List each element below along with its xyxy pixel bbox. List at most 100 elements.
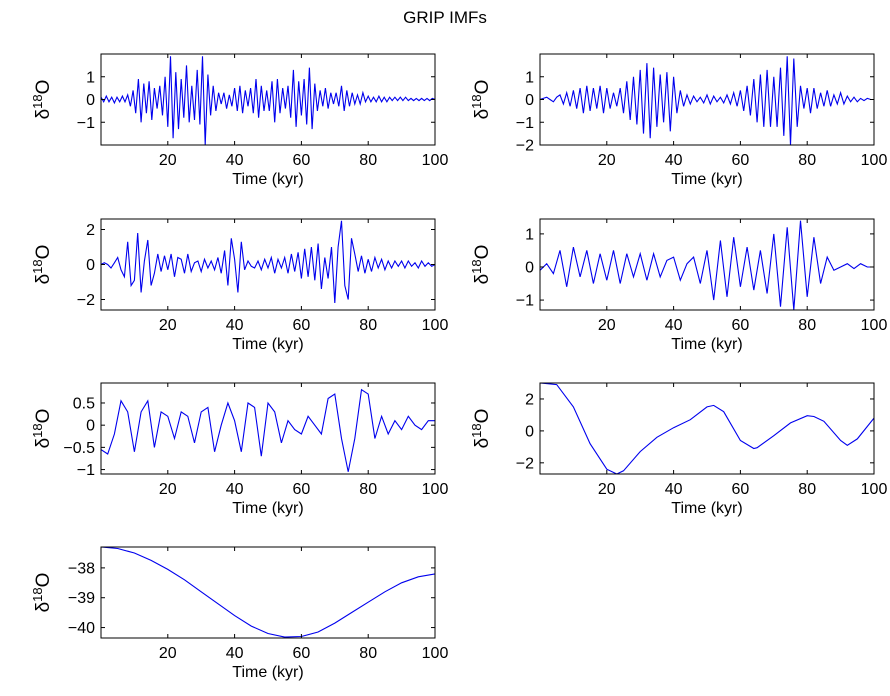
- x-tick-label: 20: [159, 317, 177, 334]
- x-tick-label: 80: [798, 152, 816, 169]
- subplot-5: 20 40 60 80 100 −1 −0.5 0 0.5 Time (kyr) δ18O: [30, 382, 449, 517]
- y-axis-label: δ18O: [469, 409, 493, 449]
- y-label-sup: 18: [30, 94, 45, 108]
- y-axis-label: δ18O: [30, 409, 54, 449]
- y-label-sup: 18: [30, 259, 45, 273]
- y-tick-label: −2: [77, 292, 95, 309]
- y-tick-label: −0.5: [63, 440, 95, 457]
- figure-title: GRIP IMFs: [403, 8, 487, 27]
- x-tick-label: 60: [293, 317, 311, 334]
- x-tick-label: 40: [665, 152, 683, 169]
- x-axis-label: Time (kyr): [671, 171, 742, 188]
- y-tick-label: −1: [77, 462, 95, 479]
- x-tick-label: 40: [665, 317, 683, 334]
- x-tick-label: 20: [598, 481, 616, 498]
- y-label-sup: 18: [469, 94, 484, 108]
- x-axis-label: Time (kyr): [232, 500, 303, 517]
- y-label-base: δ: [472, 274, 493, 285]
- y-label-sup: 18: [469, 259, 484, 273]
- y-axis-label: δ18O: [30, 80, 54, 120]
- y-label-tail: O: [33, 573, 54, 588]
- subplot-3: 20 40 60 80 100 −2 0 2 Time (kyr) δ18O: [30, 218, 448, 353]
- plot-area: [101, 383, 435, 474]
- y-tick-label: 1: [525, 69, 534, 86]
- y-label-base: δ: [472, 109, 493, 120]
- y-label-tail: O: [33, 409, 54, 424]
- x-tick-label: 80: [798, 481, 816, 498]
- y-label-tail: O: [33, 80, 54, 95]
- series-line: [101, 547, 435, 638]
- x-tick-label: 60: [293, 152, 311, 169]
- y-tick-label: −40: [68, 620, 95, 637]
- x-tick-label: 80: [359, 481, 377, 498]
- x-tick-label: 60: [293, 481, 311, 498]
- x-axis-label: Time (kyr): [671, 336, 742, 353]
- x-tick-label: 60: [732, 317, 750, 334]
- y-axis-label: δ18O: [469, 80, 493, 120]
- x-tick-label: 100: [422, 481, 449, 498]
- y-label-tail: O: [33, 245, 54, 260]
- y-tick-label: −39: [68, 590, 95, 607]
- x-tick-label: 60: [732, 481, 750, 498]
- x-axis-label: Time (kyr): [232, 664, 303, 681]
- x-tick-label: 40: [226, 481, 244, 498]
- y-tick-label: 2: [525, 391, 534, 408]
- y-tick-label: 1: [525, 226, 534, 243]
- y-tick-label: −2: [516, 138, 534, 155]
- x-tick-label: 80: [359, 645, 377, 662]
- y-label-tail: O: [472, 80, 493, 95]
- subplot-7: 20 40 60 80 100 −40 −39 −38 Time (kyr) δ18O: [30, 546, 449, 681]
- series-line: [540, 383, 874, 474]
- y-tick-label: −2: [516, 455, 534, 472]
- y-label-base: δ: [33, 109, 54, 120]
- y-tick-label: 0: [86, 418, 95, 435]
- y-tick-label: 0: [86, 257, 95, 274]
- x-tick-label: 20: [598, 317, 616, 334]
- y-tick-label: 0.5: [73, 395, 95, 412]
- series-line: [101, 56, 435, 145]
- x-tick-label: 80: [359, 317, 377, 334]
- series-line: [540, 220, 874, 310]
- x-tick-label: 100: [861, 481, 888, 498]
- x-tick-label: 20: [159, 481, 177, 498]
- x-tick-label: 60: [293, 645, 311, 662]
- y-label-base: δ: [33, 602, 54, 613]
- subplot-6: 20 40 60 80 100 −2 0 2 Time (kyr) δ18O: [469, 382, 888, 517]
- axes-frame: [100, 546, 436, 639]
- y-label-sup: 18: [469, 423, 484, 437]
- y-label-base: δ: [472, 438, 493, 449]
- y-label-sup: 18: [30, 587, 45, 601]
- x-tick-label: 100: [861, 152, 888, 169]
- x-tick-label: 40: [226, 645, 244, 662]
- y-tick-label: 0: [525, 92, 534, 109]
- y-tick-label: −1: [516, 293, 534, 310]
- subplot-2: 20 40 60 80 100 −2 −1 0 1 Time (kyr) δ18O: [469, 53, 888, 188]
- plot-area: [101, 547, 435, 638]
- y-tick-label: −1: [516, 115, 534, 132]
- x-tick-label: 20: [598, 152, 616, 169]
- axes-frame: [100, 382, 436, 475]
- series-line: [101, 388, 435, 472]
- x-tick-label: 100: [422, 152, 449, 169]
- y-label-base: δ: [33, 274, 54, 285]
- x-axis-label: Time (kyr): [232, 336, 303, 353]
- x-tick-label: 80: [798, 317, 816, 334]
- x-tick-label: 60: [732, 152, 750, 169]
- x-tick-label: 20: [159, 152, 177, 169]
- subplot-1: 20 40 60 80 100 −1 0 1 Time (kyr) δ18O: [30, 53, 449, 188]
- y-label-tail: O: [472, 245, 493, 260]
- x-tick-label: 40: [226, 152, 244, 169]
- y-tick-label: 0: [525, 423, 534, 440]
- axes-frame: [539, 218, 875, 311]
- y-axis-label: δ18O: [469, 245, 493, 285]
- x-axis-label: Time (kyr): [232, 171, 303, 188]
- y-label-base: δ: [33, 438, 54, 449]
- x-tick-label: 20: [159, 645, 177, 662]
- x-tick-label: 100: [422, 645, 449, 662]
- x-tick-label: 100: [861, 317, 888, 334]
- subplot-4: 20 40 60 80 100 −1 0 1 Time (kyr) δ18O: [469, 218, 888, 353]
- y-axis-label: δ18O: [30, 245, 54, 285]
- plot-area: [101, 219, 435, 310]
- series-line: [540, 56, 874, 145]
